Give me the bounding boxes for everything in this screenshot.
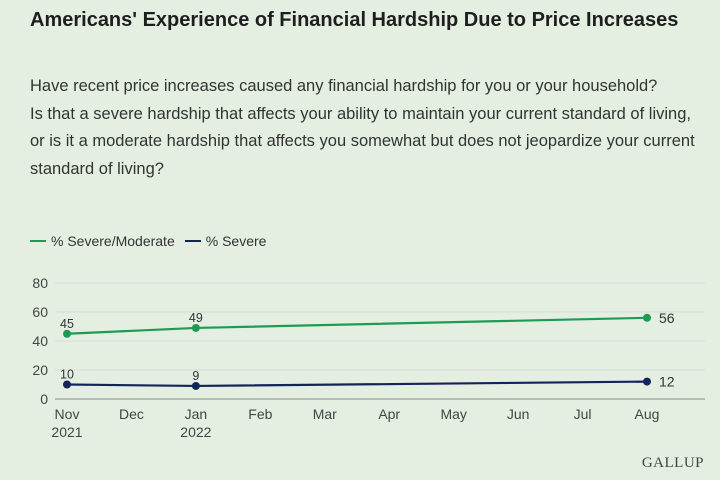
x-tick-label-feb: Feb <box>248 406 272 422</box>
x-tick-label-nov: Nov <box>55 406 80 422</box>
legend: % Severe/Moderate % Severe <box>30 233 276 249</box>
legend-swatch-severe-moderate <box>30 240 46 242</box>
x-tick-label-dec: Dec <box>119 406 144 422</box>
legend-swatch-severe <box>184 240 201 242</box>
x-tick-label-may: May <box>440 406 466 422</box>
data-point-severe-1 <box>191 381 200 390</box>
x-tick-label-apr: Apr <box>378 406 400 422</box>
y-tick-label-40: 40 <box>32 333 48 349</box>
y-tick-label-0: 0 <box>40 391 48 407</box>
y-tick-label-60: 60 <box>32 304 48 320</box>
y-tick-label-20: 20 <box>32 362 48 378</box>
series-line-severe-moderate <box>66 316 648 335</box>
x-tick-label-jul: Jul <box>574 406 592 422</box>
data-point-severe-moderate-0 <box>63 329 71 338</box>
data-label-severe-0: 10 <box>60 368 74 382</box>
x-tick-label-jan: Jan <box>185 406 208 422</box>
legend-label-severe-moderate: % Severe/Moderate <box>51 233 175 249</box>
legend-item-severe: % Severe <box>184 233 267 249</box>
legend-label-severe: % Severe <box>205 233 267 249</box>
x-tick-label-mar: Mar <box>313 406 337 422</box>
legend-item-severe-moderate: % Severe/Moderate <box>30 233 175 249</box>
x-tick-year-2021: 2021 <box>51 424 82 440</box>
data-label-severe-moderate-1: 49 <box>189 311 203 325</box>
data-point-severe-moderate-2 <box>643 313 651 322</box>
data-label-severe-2: 12 <box>659 374 675 390</box>
data-label-severe-1: 9 <box>192 369 199 383</box>
x-tick-label-aug: Aug <box>635 406 660 422</box>
chart-subtitle: Have recent price increases caused any f… <box>30 73 705 183</box>
data-point-severe-2 <box>643 377 651 386</box>
x-tick-year-2022: 2022 <box>180 424 211 440</box>
question-1: Have recent price increases caused any f… <box>30 77 658 95</box>
series-line-severe <box>66 380 648 388</box>
data-label-severe-moderate-0: 45 <box>60 317 74 331</box>
gallup-logo: GALLUP <box>641 455 704 471</box>
x-tick-label-jun: Jun <box>507 406 530 422</box>
data-label-severe-moderate-2: 56 <box>659 310 675 326</box>
data-point-severe-0 <box>63 380 71 389</box>
chart-title: Americans' Experience of Financial Hards… <box>30 9 679 31</box>
data-point-severe-moderate-1 <box>191 323 200 332</box>
y-tick-label-80: 80 <box>32 275 48 291</box>
question-2: Is that a severe hardship that affects y… <box>30 104 695 178</box>
